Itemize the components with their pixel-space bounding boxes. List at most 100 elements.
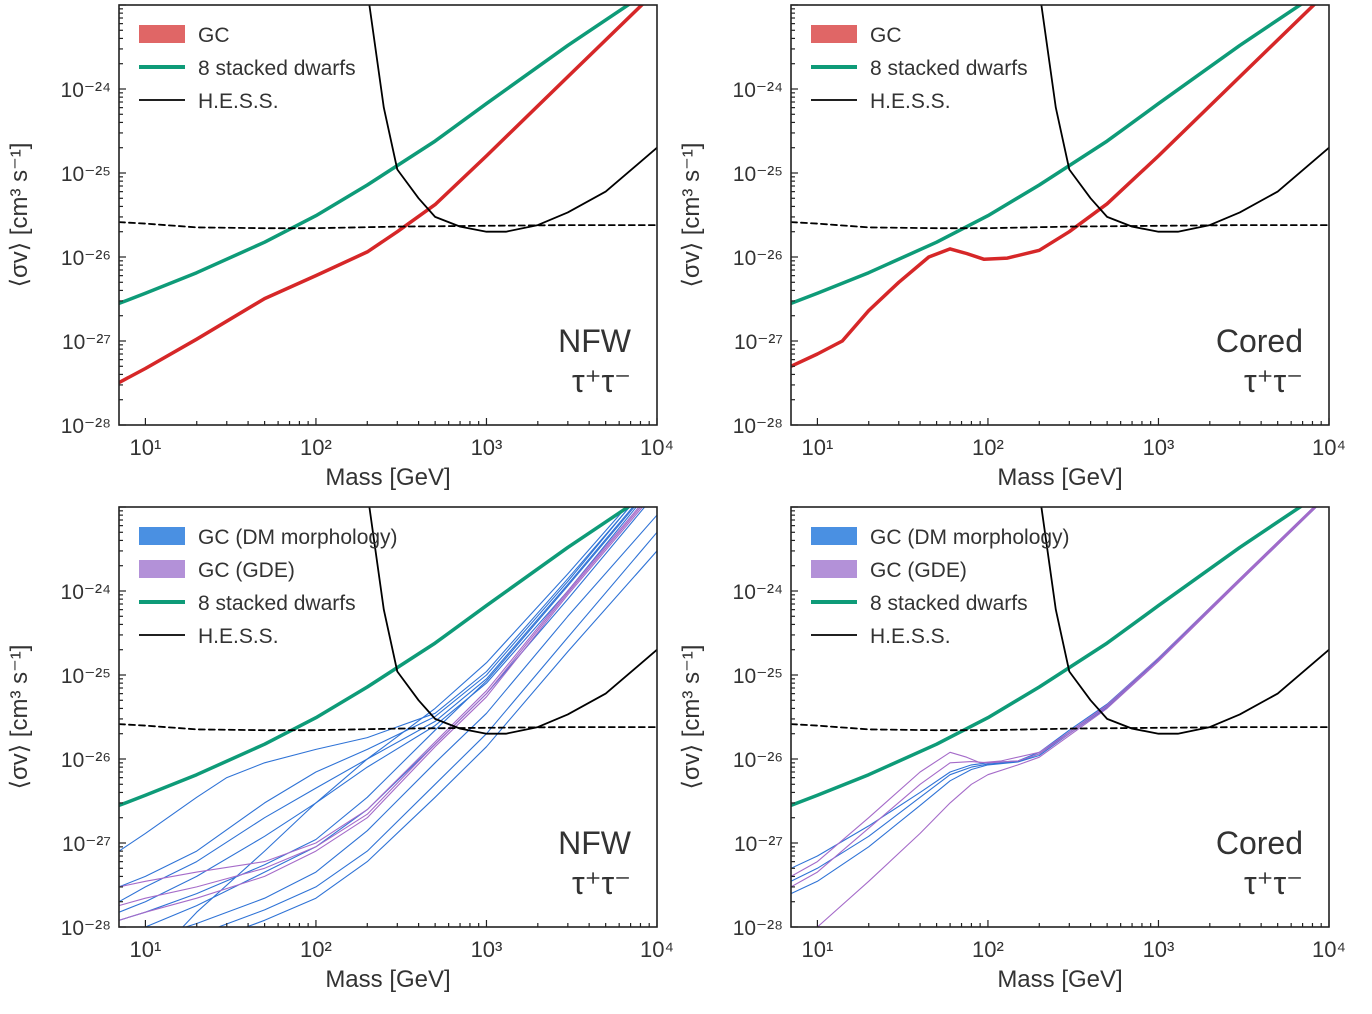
series-gde-line-s10 xyxy=(119,507,640,888)
legend-swatch xyxy=(811,527,857,545)
series-thermal-relic-line-t2 xyxy=(791,723,1329,732)
channel-label: τ⁺τ⁻ xyxy=(1244,865,1303,901)
y-axis: 10⁻²⁸ 10⁻²⁷ 10⁻²⁶ 10⁻²⁵ 10⁻²⁴ ⟨σv⟩ [cm³ s⁻¹] xyxy=(6,506,126,940)
legend: GC 8 stacked dwarfs H.E.S.S. xyxy=(139,24,356,113)
x-axis-label: Mass [GeV] xyxy=(997,966,1122,993)
legend-label: 8 stacked dwarfs xyxy=(198,57,356,80)
series-dm-morphology-line-s1 xyxy=(119,507,634,903)
legend-label: GC (GDE) xyxy=(870,559,967,582)
series-dm-morphology-line-s7 xyxy=(245,550,657,927)
x-axis: 10¹ 10² 10³ 10⁴ Mass [GeV] xyxy=(802,418,1346,491)
series-gc-s0 xyxy=(791,5,1317,369)
y-axis-label: ⟨σv⟩ [cm³ s⁻¹] xyxy=(6,143,33,288)
x-tick-label: 10² xyxy=(300,937,332,962)
legend: GC 8 stacked dwarfs H.E.S.S. xyxy=(811,24,1028,113)
x-tick-label: 10² xyxy=(972,435,1004,460)
x-axis-label: Mass [GeV] xyxy=(997,464,1122,491)
legend-swatch xyxy=(139,527,185,545)
legend-swatch xyxy=(811,25,857,43)
profile-label: NFW xyxy=(558,323,632,359)
y-tick-label: 10⁻²⁷ xyxy=(62,331,111,354)
x-tick-label: 10⁴ xyxy=(640,435,674,460)
y-tick-label: 10⁻²⁶ xyxy=(733,749,783,772)
channel-label: τ⁺τ⁻ xyxy=(572,865,631,901)
x-axis-label: Mass [GeV] xyxy=(325,966,450,993)
legend-label: 8 stacked dwarfs xyxy=(870,592,1028,615)
series-dm-morphology-line-s9 xyxy=(181,507,628,927)
legend-label: 8 stacked dwarfs xyxy=(870,57,1028,80)
y-tick-label: 10⁻²⁸ xyxy=(61,415,111,438)
series-h-e-s-s-t1 xyxy=(1040,507,1329,735)
x-tick-label: 10² xyxy=(972,937,1004,962)
legend-label: H.E.S.S. xyxy=(198,90,279,113)
y-tick-label: 10⁻²⁴ xyxy=(733,581,783,604)
series-thermal-relic-line-s3 xyxy=(119,221,657,230)
x-tick-label: 10³ xyxy=(1143,435,1175,460)
series-8-stacked-dwarfs-s1 xyxy=(119,5,632,306)
legend-label: GC (GDE) xyxy=(198,559,295,582)
y-tick-label: 10⁻²⁶ xyxy=(733,247,783,270)
legend-swatch xyxy=(811,560,857,578)
legend-label: H.E.S.S. xyxy=(198,625,279,648)
series-dm-morphology-line-s0 xyxy=(119,507,631,888)
series-dm-morphology-line-s6 xyxy=(216,531,657,927)
data-lines xyxy=(119,507,657,927)
series-thermal-relic-line-t2 xyxy=(119,723,657,732)
legend-label: GC xyxy=(198,24,230,47)
x-tick-label: 10¹ xyxy=(130,435,162,460)
y-tick-label: 10⁻²⁷ xyxy=(734,331,783,354)
legend-label: GC (DM morphology) xyxy=(198,526,398,549)
y-tick-label: 10⁻²⁵ xyxy=(733,163,783,186)
series-8-stacked-dwarfs-s1 xyxy=(791,5,1304,306)
legend-label: 8 stacked dwarfs xyxy=(198,592,356,615)
x-tick-label: 10⁴ xyxy=(640,937,674,962)
y-axis: 10⁻²⁸ 10⁻²⁷ 10⁻²⁶ 10⁻²⁵ 10⁻²⁴ ⟨σv⟩ [cm³ s⁻¹] xyxy=(678,4,798,438)
profile-label: Cored xyxy=(1216,323,1303,359)
y-axis-label: ⟨σv⟩ [cm³ s⁻¹] xyxy=(6,645,33,790)
series-dm-morphology-line-s5 xyxy=(184,514,657,927)
y-tick-label: 10⁻²⁴ xyxy=(61,79,111,102)
series-dm-morphology-line-s2 xyxy=(119,507,638,913)
x-axis-label: Mass [GeV] xyxy=(325,464,450,491)
y-axis: 10⁻²⁸ 10⁻²⁷ 10⁻²⁶ 10⁻²⁵ 10⁻²⁴ ⟨σv⟩ [cm³ s⁻¹] xyxy=(6,4,126,438)
x-tick-label: 10³ xyxy=(471,937,503,962)
series-dm-morphology-line-s3 xyxy=(119,507,635,921)
y-tick-label: 10⁻²⁵ xyxy=(733,665,783,688)
series-8-stacked-dwarfs-t0 xyxy=(791,507,1304,808)
plot-frame xyxy=(118,4,658,426)
y-axis: 10⁻²⁸ 10⁻²⁷ 10⁻²⁶ 10⁻²⁵ 10⁻²⁴ ⟨σv⟩ [cm³ s⁻¹] xyxy=(678,506,798,940)
data-lines xyxy=(791,5,1329,369)
x-axis: 10¹ 10² 10³ 10⁴ Mass [GeV] xyxy=(130,418,674,491)
series-gde-line-s12 xyxy=(119,507,644,921)
legend-label: GC (DM morphology) xyxy=(870,526,1070,549)
x-tick-label: 10⁴ xyxy=(1312,937,1346,962)
x-tick-label: 10³ xyxy=(1143,937,1175,962)
y-tick-label: 10⁻²⁵ xyxy=(61,163,111,186)
y-tick-label: 10⁻²⁴ xyxy=(733,79,783,102)
series-dm-morphology-line-s8 xyxy=(119,507,631,852)
series-h-e-s-s-t1 xyxy=(368,507,657,735)
series-gde-line-s11 xyxy=(119,507,642,907)
legend-swatch xyxy=(139,560,185,578)
data-lines xyxy=(119,5,657,385)
panel-annotation: Cored τ⁺τ⁻ xyxy=(1216,323,1303,399)
x-tick-label: 10¹ xyxy=(802,435,834,460)
y-tick-label: 10⁻²⁸ xyxy=(61,917,111,940)
profile-label: Cored xyxy=(1216,825,1303,861)
legend: GC (DM morphology) GC (GDE) 8 stacked dwar… xyxy=(811,526,1070,648)
x-tick-label: 10¹ xyxy=(802,937,834,962)
data-lines xyxy=(791,507,1329,927)
legend: GC (DM morphology) GC (GDE) 8 stacked dwar… xyxy=(139,526,398,648)
series-h-e-s-s-s2 xyxy=(1040,5,1329,233)
y-tick-label: 10⁻²⁶ xyxy=(61,247,111,270)
x-axis: 10¹ 10² 10³ 10⁴ Mass [GeV] xyxy=(802,920,1346,993)
y-tick-label: 10⁻²⁸ xyxy=(733,415,783,438)
legend-swatch xyxy=(139,25,185,43)
panel-annotation: NFW τ⁺τ⁻ xyxy=(558,825,632,901)
series-8-stacked-dwarfs-t0 xyxy=(119,507,632,808)
y-tick-label: 10⁻²⁶ xyxy=(61,749,111,772)
